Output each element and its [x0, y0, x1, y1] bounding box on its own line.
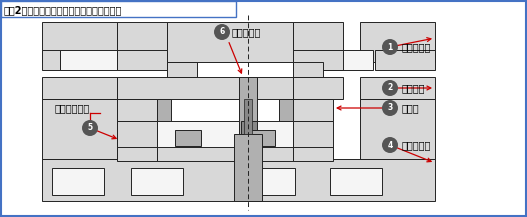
- Bar: [131, 168, 183, 195]
- Bar: [279, 99, 293, 134]
- Bar: [293, 121, 333, 159]
- Text: 6: 6: [219, 28, 225, 36]
- Bar: [375, 50, 435, 70]
- Bar: [257, 121, 293, 159]
- Bar: [60, 50, 117, 70]
- Bar: [316, 50, 373, 70]
- Text: リテーナ: リテーナ: [402, 83, 425, 93]
- Bar: [117, 50, 167, 70]
- Bar: [157, 121, 239, 159]
- Bar: [293, 77, 343, 99]
- Bar: [239, 77, 257, 147]
- Text: 下型ホルダ: 下型ホルダ: [402, 140, 432, 150]
- Circle shape: [382, 80, 398, 96]
- Bar: [234, 134, 262, 201]
- Bar: [293, 50, 343, 70]
- Bar: [167, 62, 197, 77]
- Bar: [360, 77, 435, 99]
- Circle shape: [82, 120, 98, 136]
- Bar: [117, 121, 157, 159]
- Bar: [117, 99, 157, 121]
- Bar: [175, 130, 201, 146]
- Bar: [159, 121, 169, 134]
- Bar: [42, 99, 117, 159]
- Text: 1: 1: [387, 43, 393, 51]
- Text: 5: 5: [87, 123, 93, 133]
- Bar: [330, 168, 382, 195]
- Bar: [249, 130, 275, 146]
- Bar: [167, 22, 293, 62]
- Bar: [42, 50, 60, 70]
- Bar: [117, 147, 157, 161]
- Bar: [244, 99, 252, 134]
- Text: 4: 4: [387, 140, 393, 150]
- Text: 3: 3: [387, 104, 393, 112]
- Text: 上型ホルダ: 上型ホルダ: [402, 42, 432, 52]
- Bar: [117, 22, 167, 62]
- Bar: [281, 121, 291, 134]
- Bar: [293, 99, 333, 121]
- Bar: [360, 99, 435, 159]
- Bar: [241, 121, 257, 134]
- Bar: [157, 99, 171, 134]
- Bar: [243, 168, 295, 195]
- Text: ピアスダイ: ピアスダイ: [232, 27, 261, 37]
- Bar: [42, 77, 117, 99]
- Circle shape: [382, 100, 398, 116]
- Circle shape: [382, 137, 398, 153]
- Bar: [293, 62, 323, 77]
- Bar: [1, 1, 236, 17]
- Text: 【図2】鋳造一体構造（トリム、ピアス型）: 【図2】鋳造一体構造（トリム、ピアス型）: [4, 5, 122, 15]
- Bar: [360, 22, 435, 62]
- Text: トリム切れ刃: トリム切れ刃: [55, 103, 90, 113]
- Bar: [293, 22, 343, 62]
- Text: パンチ: パンチ: [402, 103, 419, 113]
- Bar: [52, 168, 104, 195]
- Bar: [117, 77, 293, 99]
- Circle shape: [382, 39, 398, 55]
- Bar: [293, 147, 333, 161]
- Bar: [42, 22, 117, 62]
- Circle shape: [214, 24, 230, 40]
- Bar: [157, 147, 293, 161]
- Text: 2: 2: [387, 84, 393, 92]
- Bar: [42, 159, 435, 201]
